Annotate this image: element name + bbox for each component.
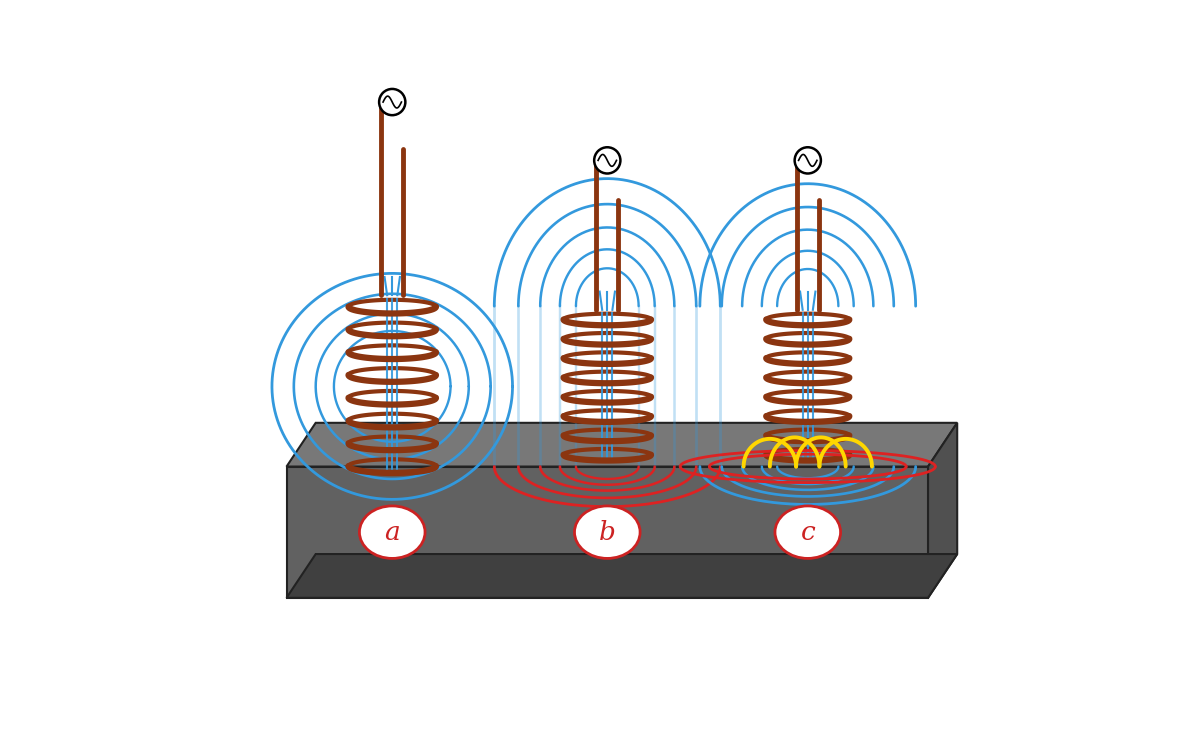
Text: a: a: [384, 520, 400, 545]
Text: c: c: [800, 520, 815, 545]
Text: b: b: [599, 520, 616, 545]
Ellipse shape: [360, 506, 425, 558]
Polygon shape: [287, 467, 928, 598]
Circle shape: [379, 89, 406, 115]
Ellipse shape: [775, 506, 840, 558]
Circle shape: [794, 147, 821, 174]
Polygon shape: [928, 423, 958, 598]
Polygon shape: [287, 423, 958, 467]
Polygon shape: [287, 554, 958, 598]
Circle shape: [594, 147, 620, 174]
Ellipse shape: [575, 506, 640, 558]
